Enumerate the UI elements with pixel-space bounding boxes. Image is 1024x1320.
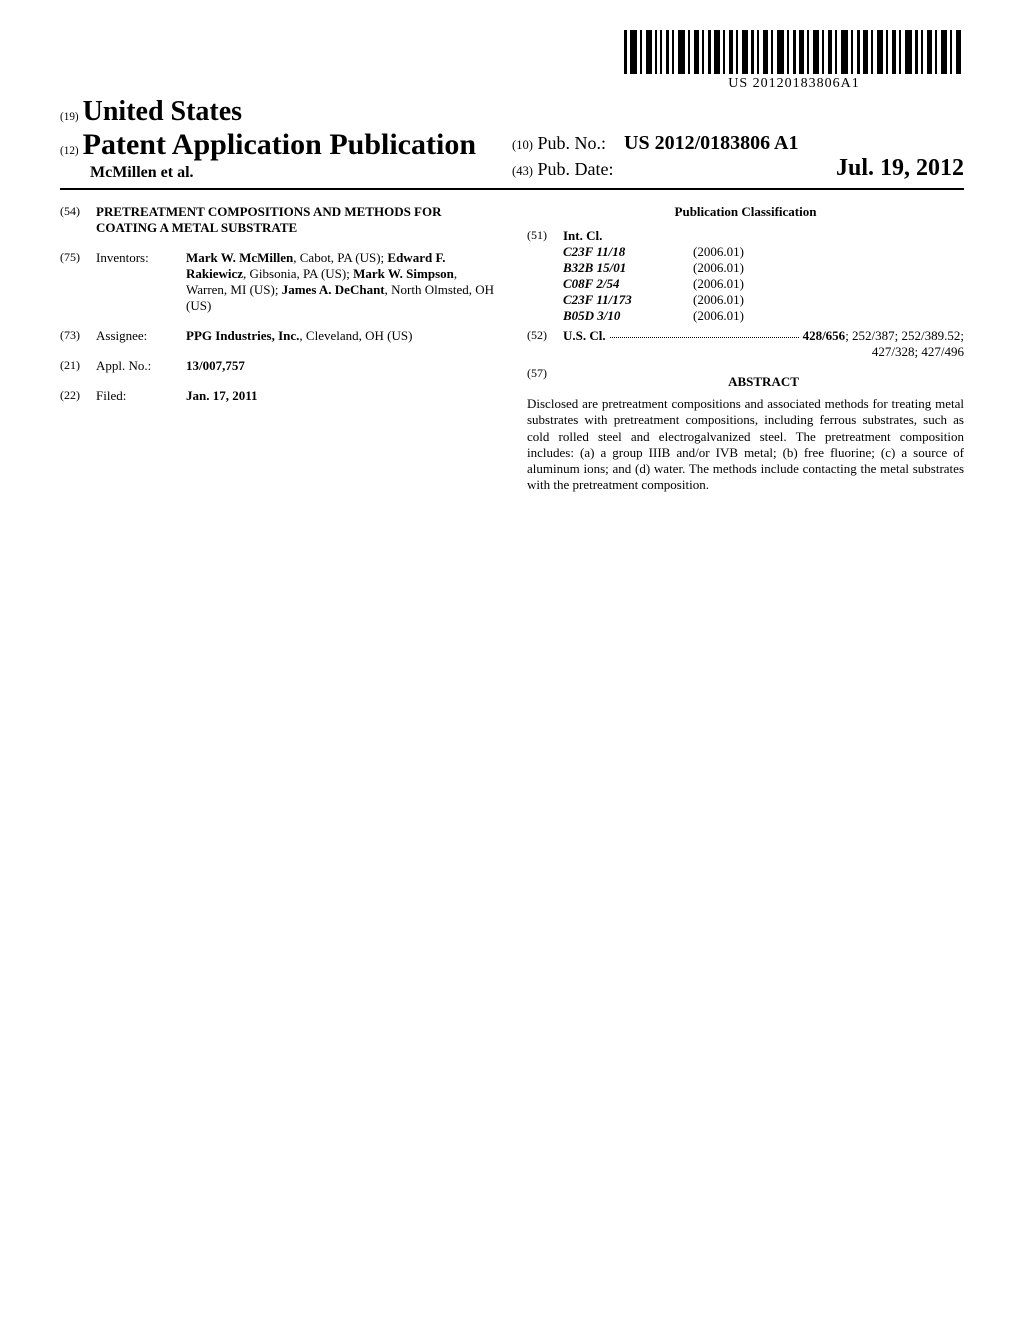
intcl-table: C23F 11/18(2006.01) B32B 15/01(2006.01) … bbox=[563, 244, 964, 324]
uscl-rest1: ; 252/387; 252/389.52; bbox=[845, 328, 964, 343]
code-10: (10) bbox=[512, 138, 533, 152]
assignee-label: Assignee: bbox=[96, 328, 186, 344]
inventor-name: Mark W. McMillen bbox=[186, 250, 293, 265]
pubno-label: Pub. No.: bbox=[537, 133, 606, 153]
intcl-version: (2006.01) bbox=[693, 244, 964, 260]
uscl-values-line1: 428/656; 252/387; 252/389.52; bbox=[803, 328, 964, 344]
code-21: (21) bbox=[60, 358, 96, 374]
pubno-value: US 2012/0183806 A1 bbox=[624, 132, 798, 154]
filed-field: (22) Filed: Jan. 17, 2011 bbox=[60, 388, 497, 404]
applno-label: Appl. No.: bbox=[96, 358, 186, 374]
code-57: (57) bbox=[527, 366, 563, 396]
assignee-field: (73) Assignee: PPG Industries, Inc., Cle… bbox=[60, 328, 497, 344]
applno-field: (21) Appl. No.: 13/007,757 bbox=[60, 358, 497, 374]
intcl-class: B32B 15/01 bbox=[563, 260, 693, 276]
code-75: (75) bbox=[60, 250, 96, 314]
pubdate-label: Pub. Date: bbox=[537, 159, 613, 179]
intcl-class: B05D 3/10 bbox=[563, 308, 693, 324]
right-column: Publication Classification (51) Int. Cl.… bbox=[527, 204, 964, 494]
inventors-field: (75) Inventors: Mark W. McMillen, Cabot,… bbox=[60, 250, 497, 314]
inventor-name: James A. DeChant bbox=[282, 282, 385, 297]
assignee-value: PPG Industries, Inc., Cleveland, OH (US) bbox=[186, 328, 497, 344]
applno-value: 13/007,757 bbox=[186, 358, 497, 374]
intcl-class: C23F 11/18 bbox=[563, 244, 693, 260]
filed-value: Jan. 17, 2011 bbox=[186, 388, 497, 404]
intcl-version: (2006.01) bbox=[693, 292, 964, 308]
uscl-values-line2: 427/328; 427/496 bbox=[563, 344, 964, 360]
assignee-loc: , Cleveland, OH (US) bbox=[299, 328, 412, 343]
divider-rule bbox=[60, 188, 964, 190]
intcl-block: (51) Int. Cl. C23F 11/18(2006.01) B32B 1… bbox=[527, 228, 964, 324]
left-column: (54) PRETREATMENT COMPOSITIONS AND METHO… bbox=[60, 204, 497, 494]
code-51: (51) bbox=[527, 228, 563, 324]
code-22: (22) bbox=[60, 388, 96, 404]
inventor-name: Mark W. Simpson bbox=[353, 266, 454, 281]
code-73: (73) bbox=[60, 328, 96, 344]
code-52: (52) bbox=[527, 328, 563, 360]
authors-line: McMillen et al. bbox=[60, 164, 512, 182]
intcl-class: C08F 2/54 bbox=[563, 276, 693, 292]
code-43: (43) bbox=[512, 164, 533, 178]
intcl-class: C23F 11/173 bbox=[563, 292, 693, 308]
header-block: (19) United States (12) Patent Applicati… bbox=[60, 96, 964, 182]
doc-type: Patent Application Publication bbox=[83, 128, 476, 161]
code-12: (12) bbox=[60, 145, 79, 157]
invention-title: PRETREATMENT COMPOSITIONS AND METHODS FO… bbox=[96, 204, 497, 236]
inventor-loc: , Cabot, PA (US); bbox=[293, 250, 387, 265]
intcl-version: (2006.01) bbox=[693, 260, 964, 276]
inventors-label: Inventors: bbox=[96, 250, 186, 314]
country-name: United States bbox=[83, 96, 242, 127]
pub-class-header: Publication Classification bbox=[527, 204, 964, 220]
inventors-list: Mark W. McMillen, Cabot, PA (US); Edward… bbox=[186, 250, 497, 314]
intcl-version: (2006.01) bbox=[693, 276, 964, 292]
abstract-body: Disclosed are pretreatment compositions … bbox=[527, 396, 964, 494]
code-19: (19) bbox=[60, 111, 79, 123]
inventor-loc: , Gibsonia, PA (US); bbox=[243, 266, 353, 281]
uscl-block: (52) U.S. Cl. 428/656; 252/387; 252/389.… bbox=[527, 328, 964, 360]
assignee-name: PPG Industries, Inc. bbox=[186, 328, 299, 343]
intcl-version: (2006.01) bbox=[693, 308, 964, 324]
barcode-text: US 20120183806A1 bbox=[624, 76, 964, 92]
barcode-block: US 20120183806A1 bbox=[60, 30, 964, 92]
abstract-header: ABSTRACT bbox=[563, 374, 964, 390]
uscl-label: U.S. Cl. bbox=[563, 328, 606, 344]
leader-dots bbox=[610, 328, 799, 338]
title-field: (54) PRETREATMENT COMPOSITIONS AND METHO… bbox=[60, 204, 497, 236]
filed-label: Filed: bbox=[96, 388, 186, 404]
pubdate-value: Jul. 19, 2012 bbox=[836, 155, 964, 182]
barcode-graphic: US 20120183806A1 bbox=[624, 30, 964, 92]
intcl-label: Int. Cl. bbox=[563, 228, 964, 244]
code-54: (54) bbox=[60, 204, 96, 236]
uscl-first-bold: 428/656 bbox=[803, 328, 846, 343]
